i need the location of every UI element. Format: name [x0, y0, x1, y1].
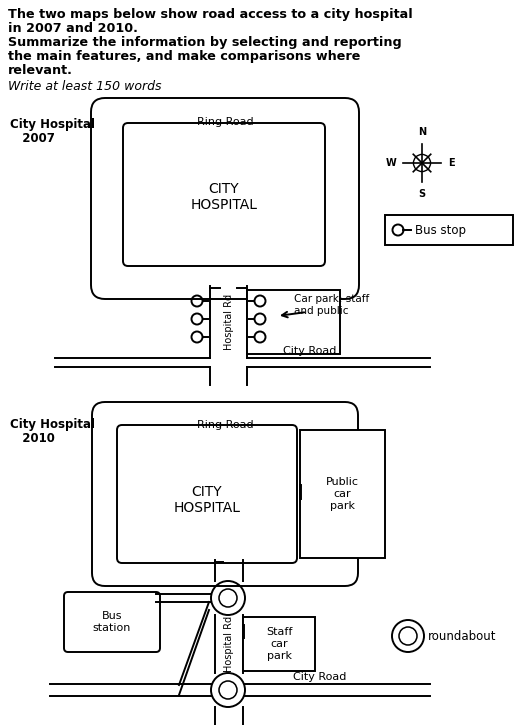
- Text: roundabout: roundabout: [428, 629, 497, 642]
- Text: Car park: staff
and public: Car park: staff and public: [294, 294, 369, 315]
- Text: Hospital Rd: Hospital Rd: [224, 616, 234, 672]
- Bar: [385, 215, 513, 245]
- Text: The two maps below show road access to a city hospital: The two maps below show road access to a…: [8, 8, 413, 21]
- Text: Ring Road: Ring Road: [197, 117, 253, 127]
- Text: CITY
HOSPITAL: CITY HOSPITAL: [174, 485, 241, 515]
- Text: the main features, and make comparisons where: the main features, and make comparisons …: [8, 50, 360, 63]
- Bar: [243, 617, 315, 671]
- FancyBboxPatch shape: [91, 98, 359, 299]
- FancyBboxPatch shape: [92, 402, 358, 586]
- Bar: [247, 290, 340, 354]
- Text: relevant.: relevant.: [8, 64, 73, 77]
- Text: Write at least 150 words: Write at least 150 words: [8, 80, 161, 93]
- Text: W: W: [385, 158, 396, 168]
- Text: 2007: 2007: [10, 132, 55, 145]
- Text: N: N: [418, 127, 426, 137]
- FancyBboxPatch shape: [117, 425, 297, 563]
- Text: in 2007 and 2010.: in 2007 and 2010.: [8, 22, 138, 35]
- Text: Ring Road: Ring Road: [197, 420, 253, 430]
- Text: Staff
car
park: Staff car park: [266, 627, 292, 660]
- Text: S: S: [418, 189, 425, 199]
- Text: City Road: City Road: [284, 346, 336, 356]
- Text: Bus
station: Bus station: [93, 611, 131, 633]
- Text: E: E: [448, 158, 454, 168]
- Text: 2010: 2010: [10, 432, 55, 445]
- FancyBboxPatch shape: [64, 592, 160, 652]
- Text: Summarize the information by selecting and reporting: Summarize the information by selecting a…: [8, 36, 402, 49]
- Text: City Hospital: City Hospital: [10, 118, 95, 131]
- Bar: [300, 430, 385, 558]
- Text: City Road: City Road: [293, 672, 346, 682]
- Text: Bus stop: Bus stop: [415, 223, 466, 236]
- FancyBboxPatch shape: [123, 123, 325, 266]
- Text: CITY
HOSPITAL: CITY HOSPITAL: [190, 182, 258, 212]
- Text: City Hospital: City Hospital: [10, 418, 95, 431]
- Text: Public
car
park: Public car park: [326, 477, 359, 510]
- Text: Hospital Rd: Hospital Rd: [224, 294, 234, 350]
